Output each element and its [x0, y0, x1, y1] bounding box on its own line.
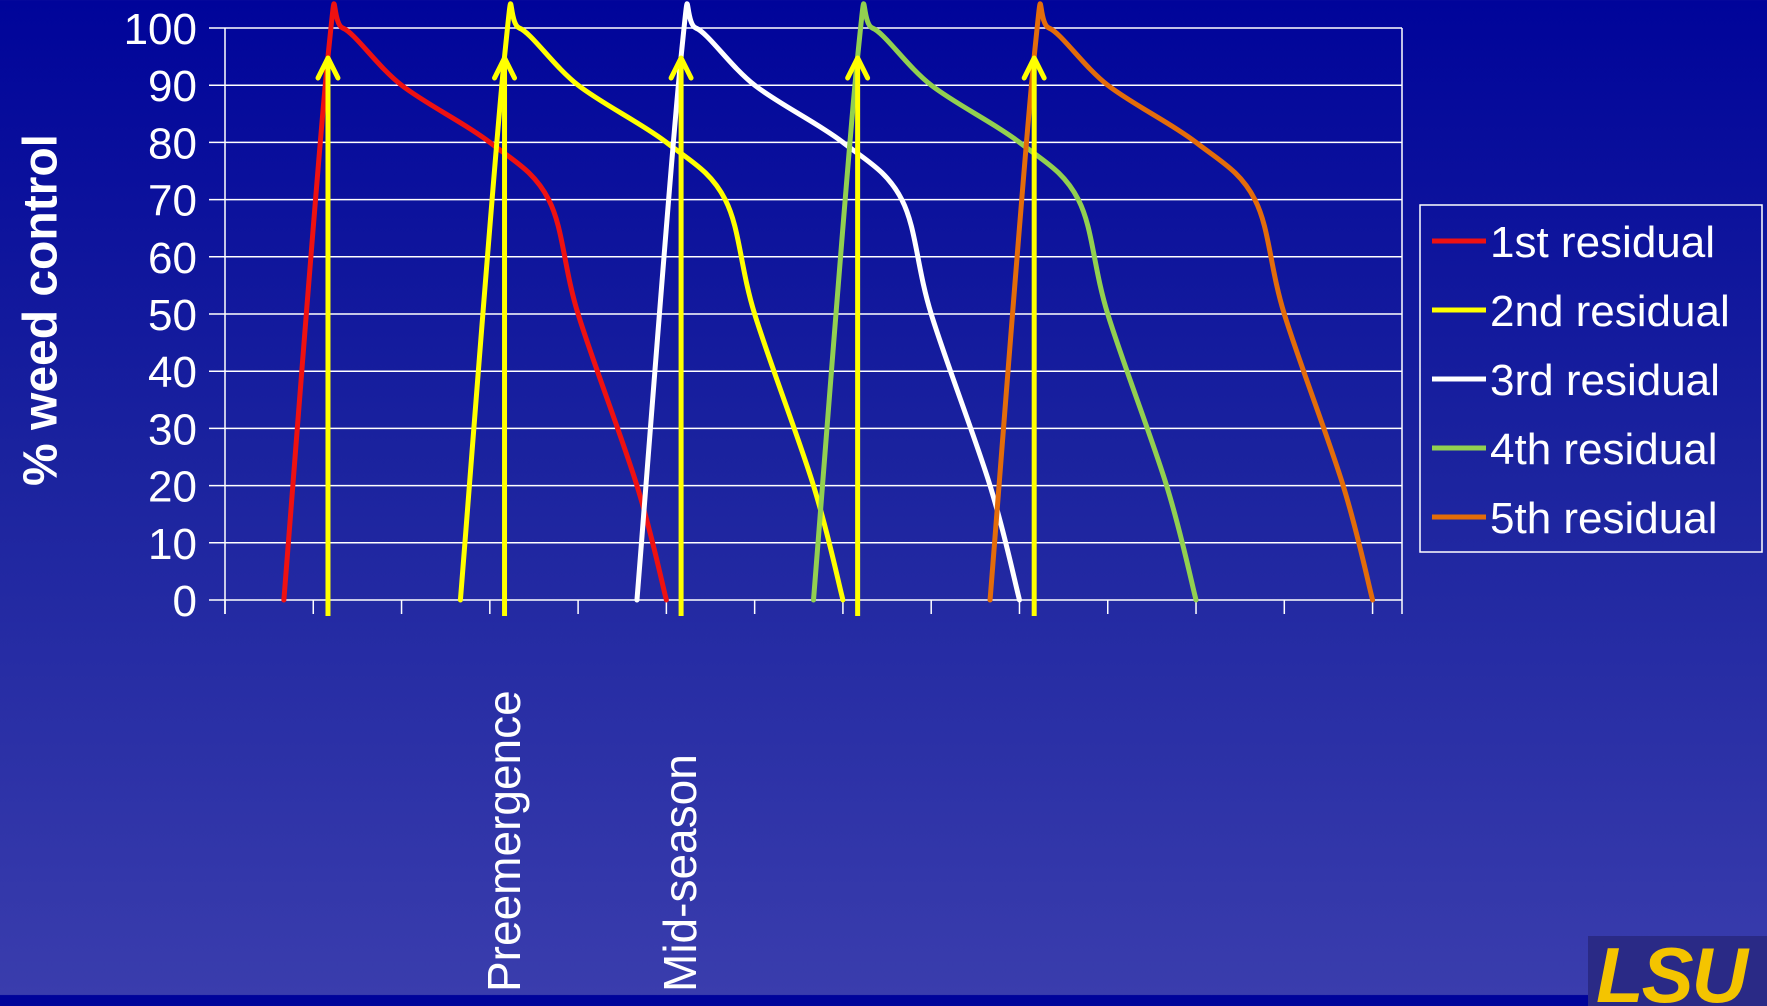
y-tick-label-20: 20: [148, 463, 197, 512]
y-tick-label-60: 60: [148, 234, 197, 283]
y-tick-label-50: 50: [148, 291, 197, 340]
series-line-4: [811, 1, 1199, 603]
x-axis-ticks: [224, 600, 1374, 614]
arrow-head-5: [1021, 55, 1047, 81]
series-line-2: [457, 1, 846, 603]
arrow-head-4: [845, 55, 871, 81]
y-tick-label-100: 100: [124, 5, 197, 54]
series-line-3: [634, 1, 1022, 603]
y-axis-title: % weed control: [14, 133, 68, 487]
y-tick-label-90: 90: [148, 62, 197, 111]
y-axis-ticks: 0 10 20 30 40 50 60 70 80 90 100: [124, 5, 197, 626]
series-line-5: [987, 1, 1376, 603]
arrow-head-2: [492, 55, 518, 81]
legend-label-5: 5th residual: [1490, 494, 1717, 543]
legend-box: [1419, 204, 1763, 553]
legend-label-2: 2nd residual: [1490, 287, 1730, 336]
y-tick-label-10: 10: [148, 520, 197, 569]
y-tick-label-80: 80: [148, 119, 197, 168]
legend-label-4: 4th residual: [1490, 425, 1717, 474]
application-arrows: [315, 55, 1047, 616]
legend: 1st residual 2nd residual 3rd residual 4th …: [1419, 204, 1763, 553]
arrow-head-3: [668, 55, 694, 81]
x-category-label-2: Mid-season: [654, 754, 707, 992]
chart-grid: [209, 27, 1403, 614]
legend-label-1: 1st residual: [1490, 218, 1715, 267]
x-category-label-1: Preemergence: [477, 690, 530, 992]
y-axis-title-container: % weed control: [6, 0, 76, 620]
y-tick-label-0: 0: [173, 577, 197, 626]
lsu-logo: LSU: [1588, 936, 1767, 1006]
arrow-head-1: [315, 55, 341, 81]
legend-label-3: 3rd residual: [1490, 356, 1720, 405]
lsu-logo-text: LSU: [1596, 936, 1748, 1006]
series-line-1: [281, 1, 669, 603]
y-tick-label-40: 40: [148, 348, 197, 397]
y-tick-label-70: 70: [148, 177, 197, 226]
series-lines: [281, 1, 1376, 603]
y-tick-label-30: 30: [148, 405, 197, 454]
